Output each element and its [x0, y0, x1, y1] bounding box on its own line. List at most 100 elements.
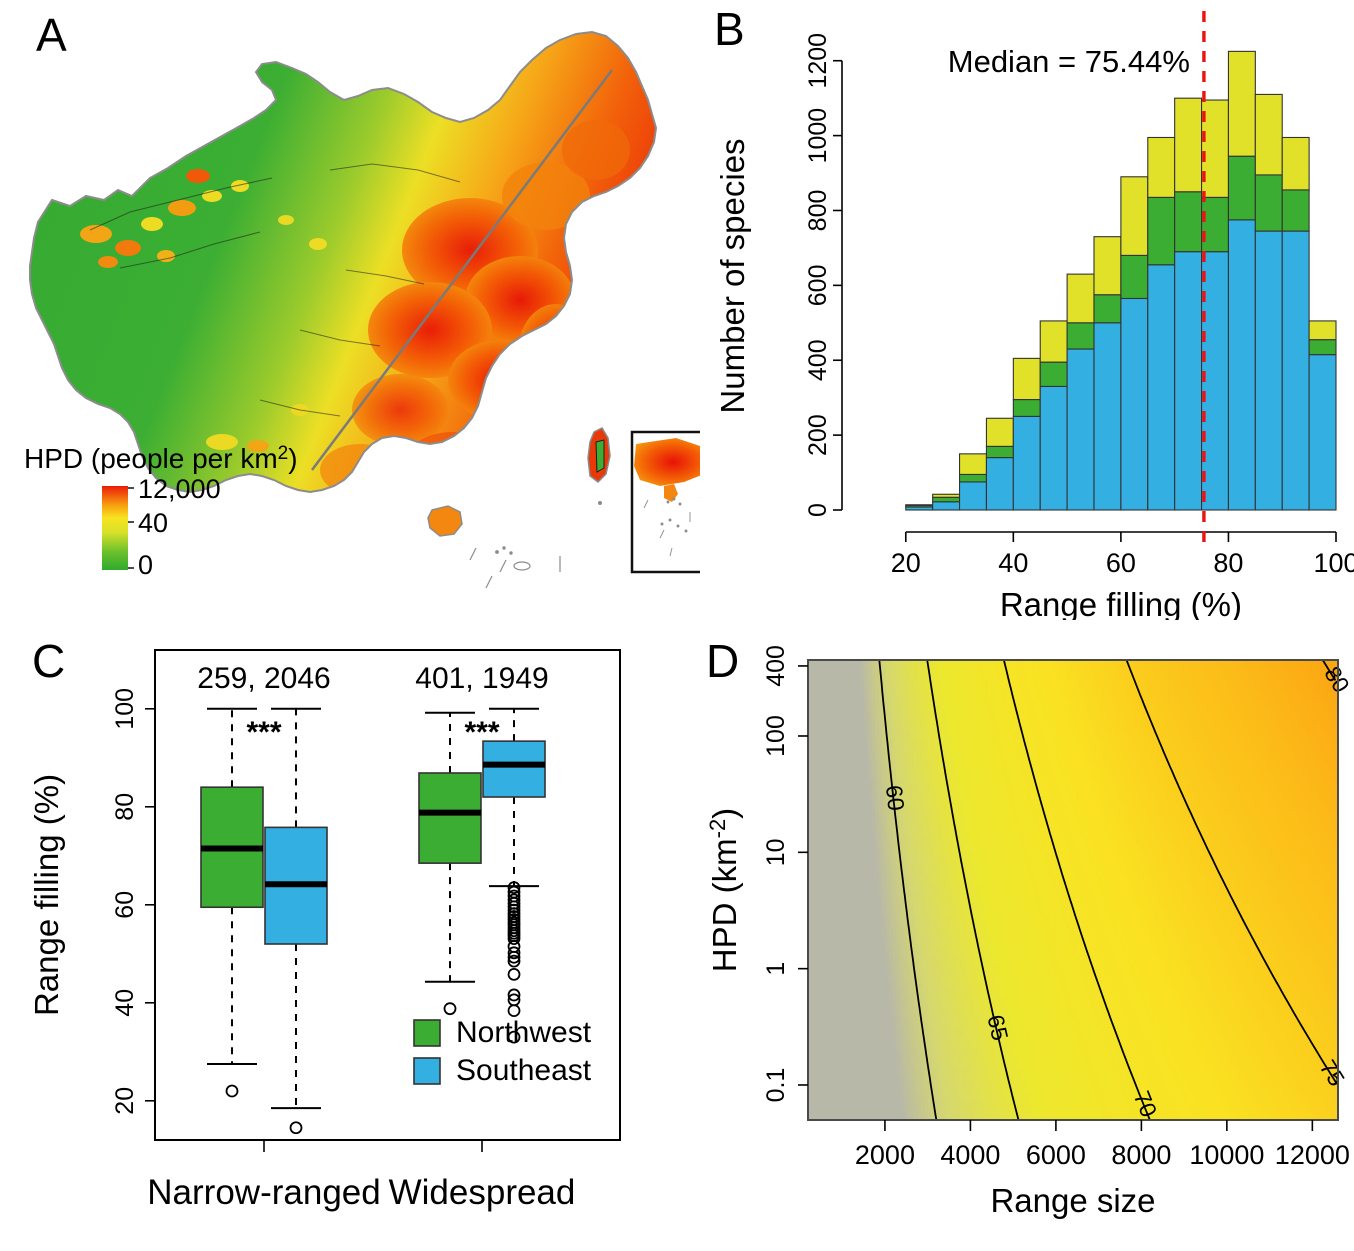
- contour-cell: [967, 876, 972, 885]
- contour-cell: [959, 771, 965, 779]
- contour-cell: [991, 995, 996, 1003]
- contour-cell: [889, 699, 894, 707]
- contour-cell: [808, 692, 813, 701]
- contour-cell: [967, 1093, 972, 1101]
- contour-cell: [839, 1060, 844, 1069]
- contour-cell: [889, 784, 894, 793]
- contour-cell: [1012, 903, 1018, 911]
- contour-cell: [1048, 1021, 1053, 1029]
- contour-cell: [903, 784, 908, 793]
- contour-cell: [878, 903, 883, 911]
- hpd-legend-label-low: 0: [138, 550, 153, 580]
- contour-cell: [921, 922, 926, 931]
- contour-cell: [822, 666, 827, 674]
- contour-cell: [825, 1080, 830, 1088]
- contour-cell: [991, 673, 996, 681]
- contour-cell: [825, 955, 830, 963]
- contour-cell: [1002, 850, 1007, 858]
- contour-cell: [868, 909, 873, 917]
- contour-cell: [1023, 692, 1028, 701]
- contour-cell: [818, 725, 823, 733]
- contour-cell: [857, 673, 862, 681]
- contour-cell: [892, 850, 897, 858]
- contour-cell: [853, 1041, 859, 1049]
- contour-cell: [995, 1054, 1000, 1062]
- contour-cell: [896, 1074, 901, 1082]
- contour-cell: [875, 1074, 880, 1082]
- contour-cell: [899, 876, 904, 885]
- contour-cell: [967, 949, 972, 957]
- contour-cell: [959, 883, 965, 891]
- contour-cell: [861, 1047, 866, 1055]
- contour-cell: [998, 1001, 1003, 1009]
- contour-cell: [1002, 982, 1007, 990]
- contour-cell: [829, 916, 834, 924]
- contour-cell: [822, 1028, 827, 1036]
- contour-cell: [815, 666, 820, 674]
- contour-cell: [822, 1001, 827, 1009]
- contour-cell: [988, 1106, 993, 1115]
- contour-cell: [1048, 903, 1053, 911]
- contour-cell: [899, 982, 904, 990]
- contour-cell: [808, 982, 813, 990]
- contour-cell: [991, 896, 996, 904]
- contour-cell: [843, 896, 848, 904]
- contour-cell: [829, 706, 834, 714]
- contour-cell: [995, 824, 1000, 832]
- contour-cell: [935, 1060, 940, 1069]
- contour-cell: [811, 679, 816, 687]
- contour-cell: [970, 738, 975, 747]
- contour-cell: [1012, 758, 1018, 766]
- contour-cell: [977, 1106, 982, 1115]
- contour-cell: [808, 673, 813, 681]
- contour-cell: [892, 922, 897, 931]
- contour-cell: [899, 975, 904, 983]
- contour-cell: [984, 837, 989, 845]
- contour-cell: [899, 1041, 904, 1049]
- contour-cell: [811, 916, 816, 924]
- contour-cell: [959, 811, 965, 819]
- contour-cell: [928, 699, 933, 707]
- contour-cell: [906, 660, 912, 668]
- contour-cell: [857, 890, 862, 898]
- contour-cell: [836, 1047, 841, 1055]
- contour-cell: [836, 936, 841, 944]
- contour-cell: [815, 699, 820, 707]
- contour-cell: [998, 975, 1003, 983]
- contour-cell: [1009, 1047, 1014, 1055]
- contour-cell: [1012, 666, 1018, 674]
- contour-cell: [928, 824, 933, 832]
- contour-cell: [938, 942, 943, 950]
- contour-cell: [906, 811, 912, 819]
- contour-cell: [1009, 1014, 1014, 1023]
- contour-cell: [906, 679, 912, 687]
- contour-cell: [959, 798, 965, 806]
- contour-cell: [836, 850, 841, 858]
- contour-cell: [818, 692, 823, 701]
- contour-cell: [991, 1093, 996, 1101]
- contour-cell: [1041, 778, 1046, 786]
- contour-cell: [956, 1067, 961, 1075]
- contour-cell: [981, 975, 986, 983]
- contour-cell: [903, 830, 908, 839]
- contour-cell: [988, 916, 993, 924]
- contour-cell: [889, 1093, 894, 1101]
- contour-cell: [1016, 955, 1021, 963]
- contour-cell: [1009, 975, 1014, 983]
- contour-cell: [945, 1067, 950, 1075]
- contour-cell: [839, 1080, 844, 1088]
- contour-cell: [917, 936, 922, 944]
- contour-cell: [977, 1028, 982, 1036]
- contour-cell: [822, 1060, 827, 1069]
- contour-cell: [970, 686, 975, 694]
- contour-cell: [942, 896, 947, 904]
- contour-cell: [998, 995, 1003, 1003]
- contour-cell: [818, 1080, 823, 1088]
- contour-cell: [825, 1014, 830, 1023]
- contour-cell: [967, 752, 972, 760]
- contour-cell: [836, 942, 841, 950]
- contour-cell: [903, 679, 908, 687]
- contour-cell: [861, 936, 866, 944]
- contour-cell: [928, 1100, 933, 1108]
- contour-cell: [906, 1001, 912, 1009]
